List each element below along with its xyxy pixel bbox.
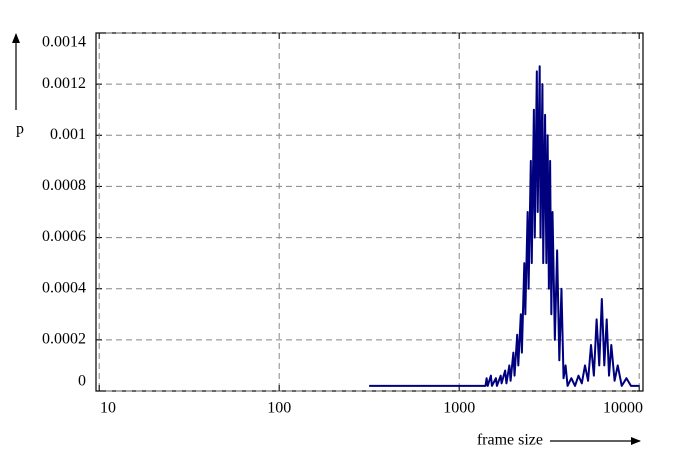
- x-tick-label: 100: [267, 400, 291, 417]
- y-axis-label: p: [16, 121, 24, 138]
- y-tick-label: 0.0004: [42, 279, 86, 296]
- y-tick-label: 0.0006: [42, 228, 86, 245]
- x-tick-label: 10: [100, 400, 116, 417]
- x-tick-label: 1000: [443, 400, 475, 417]
- x-tick-label: 10000: [603, 400, 643, 417]
- y-tick-label: 0.0002: [42, 331, 86, 348]
- data-line: [369, 65, 640, 387]
- y-tick-label: 0: [78, 373, 86, 390]
- y-tick-label: 0.0012: [42, 75, 86, 92]
- y-tick-label: 0.001: [50, 126, 86, 143]
- y-tick-label: 0.0014: [42, 34, 86, 51]
- x-axis-label: frame size: [477, 432, 543, 449]
- y-tick-label: 0.0008: [42, 177, 86, 194]
